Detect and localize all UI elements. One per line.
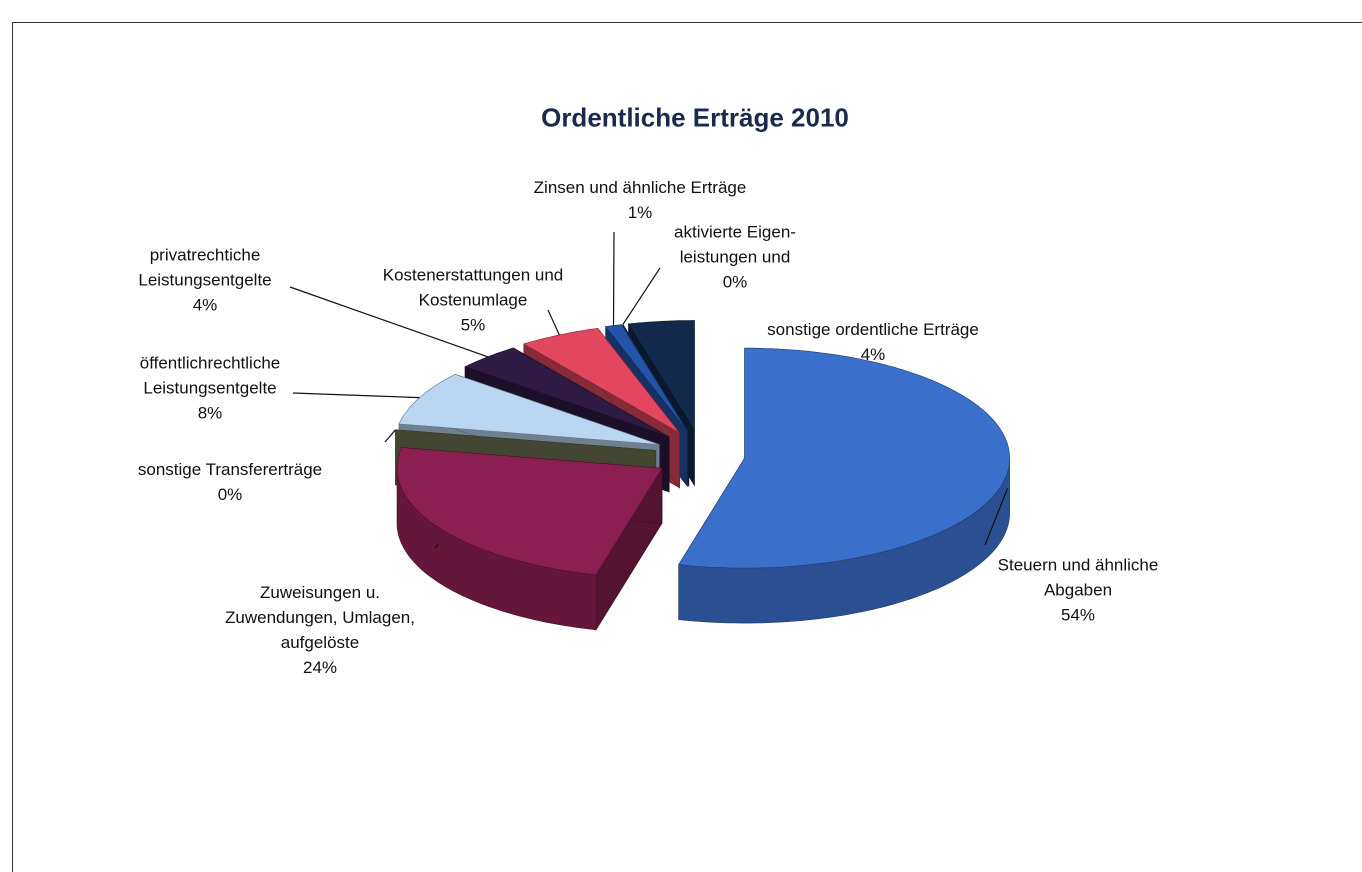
slice-label: sonstige ordentliche Erträge 4%	[723, 317, 1023, 367]
category-label: aktivierte Eigen- leistungen und	[674, 222, 796, 267]
slice-label: öffentlichrechtliche Leistungsentgelte 8%	[60, 351, 360, 426]
leader-line	[622, 267, 661, 325]
leader-line	[984, 488, 1009, 546]
slice-top	[627, 320, 695, 432]
value-label: 4%	[192, 295, 218, 315]
leader-line	[289, 286, 488, 358]
slice-label: sonstige Transfererträge 0%	[80, 457, 380, 507]
category-label: Zinsen und ähnliche Erträge	[533, 178, 747, 197]
frame	[12, 22, 1362, 872]
value-label: 5%	[460, 315, 486, 335]
slice	[678, 347, 1010, 624]
slice-label: Zuweisungen u. Zuwendungen, Umlagen, auf…	[170, 580, 470, 680]
value-label: 1%	[627, 203, 653, 222]
slice-top	[678, 347, 1010, 569]
value-label: 4%	[860, 345, 886, 364]
slice-label: Steuern und ähnliche Abgaben 54%	[928, 553, 1228, 628]
value-label: 54%	[1060, 605, 1096, 625]
slice-label: privatrechtiche Leistungsentgelte 4%	[55, 243, 355, 318]
category-label: öffentlichrechtliche Leistungsentgelte	[139, 353, 281, 398]
leader-line	[292, 392, 420, 399]
slice-label: aktivierte Eigen- leistungen und 0%	[585, 220, 885, 295]
category-label: sonstige Transfererträge	[137, 460, 323, 479]
chart-title: Ordentliche Erträge 2010	[541, 102, 849, 133]
leader-line	[612, 231, 615, 326]
category-label: privatrechtiche Leistungsentgelte	[138, 245, 272, 290]
category-label: Steuern und ähnliche Abgaben	[997, 555, 1159, 600]
category-label: sonstige ordentliche Erträge	[767, 320, 979, 339]
value-label: 0%	[217, 485, 243, 504]
value-label: 8%	[197, 403, 223, 423]
leader-line	[547, 309, 560, 336]
value-label: 0%	[722, 272, 748, 292]
category-label: Zuweisungen u. Zuwendungen, Umlagen, auf…	[225, 583, 415, 652]
value-label: 24%	[302, 658, 338, 677]
slice-label: Kostenerstattungen und Kostenumlage 5%	[323, 263, 623, 338]
slice-top	[396, 447, 663, 576]
leader-line	[434, 543, 439, 549]
slice-label: Zinsen und ähnliche Erträge 1%	[490, 175, 790, 225]
slice	[396, 447, 663, 631]
leader-line	[384, 429, 396, 443]
category-label: Kostenerstattungen und Kostenumlage	[382, 265, 564, 310]
